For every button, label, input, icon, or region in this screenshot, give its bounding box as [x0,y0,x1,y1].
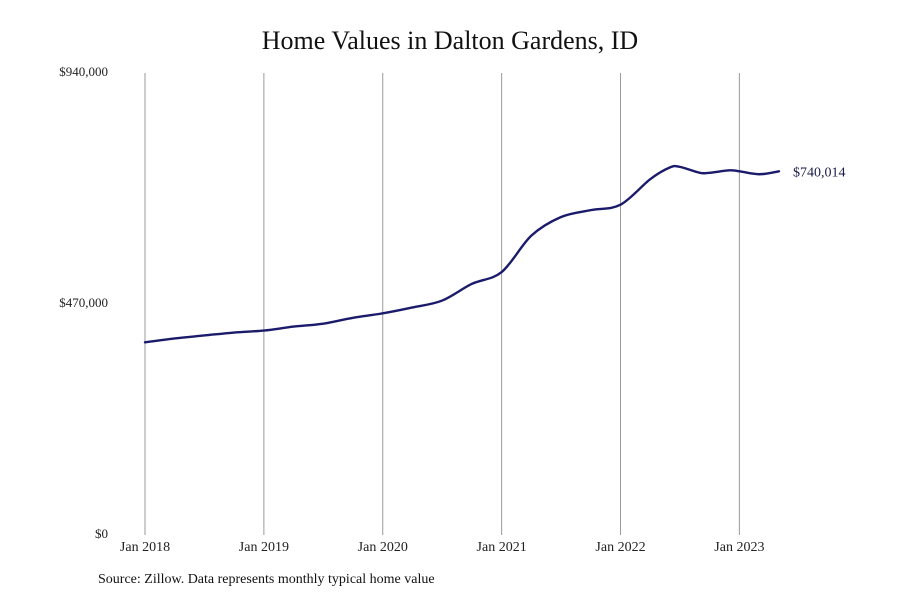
y-tick-label: $940,000 [59,64,108,79]
x-tick-label: Jan 2023 [714,540,764,555]
series-lines [143,164,781,344]
annotations: $740,014 [793,165,846,180]
x-tick-label: Jan 2020 [358,540,408,555]
y-axis-ticks: $0 $470,000 $940,000 [59,64,108,541]
y-tick-label: $470,000 [59,295,108,310]
chart-title: Home Values in Dalton Gardens, ID [261,26,639,55]
x-tick-label: Jan 2018 [120,540,170,555]
x-tick-label: Jan 2022 [595,540,645,555]
source-note: Source: Zillow. Data represents monthly … [98,572,435,587]
end-value-label: $740,014 [793,165,846,180]
x-tick-label: Jan 2021 [477,540,527,555]
series-line-0 [143,164,781,344]
y-tick-label: $0 [95,526,108,541]
x-tick-label: Jan 2019 [239,540,289,555]
gridlines [144,73,740,535]
x-axis-ticks: Jan 2018 Jan 2019 Jan 2020 Jan 2021 Jan 2022… [120,540,765,555]
